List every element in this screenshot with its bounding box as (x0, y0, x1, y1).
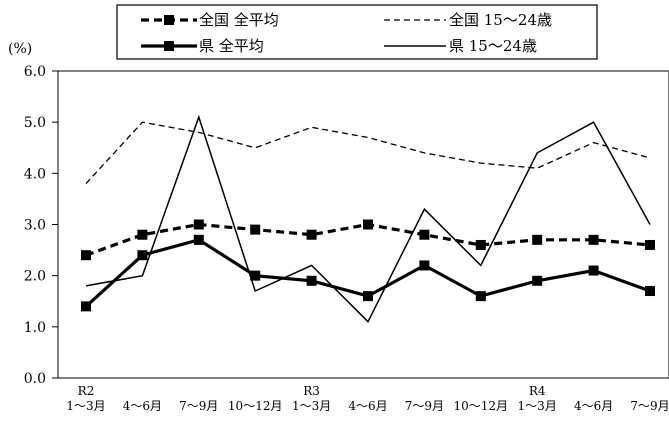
data-point-marker (588, 234, 599, 245)
legend-label: 県 全平均 (199, 37, 264, 55)
y-tick-label: 3.0 (24, 218, 46, 234)
x-year-label: R4 (529, 384, 546, 398)
y-tick-label: 0.0 (24, 371, 46, 387)
legend-label: 全国 15～24歳 (449, 11, 552, 29)
y-tick-label: 4.0 (24, 166, 46, 182)
x-category-label: 7～9月 (179, 399, 218, 413)
data-point-marker (193, 234, 204, 245)
data-point-marker (193, 219, 204, 230)
data-point-marker (137, 229, 148, 240)
x-category-label: 4～6月 (348, 399, 387, 413)
data-point-marker (419, 260, 430, 271)
data-point-marker (532, 234, 543, 245)
series-layer (81, 114, 655, 323)
series-2 (85, 121, 651, 185)
legend-label: 県 15～24歳 (449, 37, 537, 55)
data-point-marker (81, 250, 91, 261)
data-point-marker (306, 275, 317, 286)
x-year-label: R2 (78, 384, 95, 398)
data-point-marker (306, 229, 317, 240)
x-year-label: R3 (303, 384, 320, 398)
data-point-marker (250, 270, 261, 281)
data-point-marker (588, 265, 599, 276)
legend-box (116, 4, 598, 60)
x-category-label: 4～6月 (574, 399, 613, 413)
data-point-marker (363, 219, 373, 230)
y-unit-label: (%) (8, 41, 32, 57)
x-category-label: 7～9月 (405, 399, 444, 413)
data-point-marker (532, 275, 543, 286)
series-4 (85, 114, 651, 323)
x-category-label: 10～12月 (228, 399, 283, 413)
x-category-label: 7～9月 (630, 399, 669, 413)
y-tick-label: 2.0 (24, 269, 46, 285)
x-category-label: 10～12月 (454, 399, 509, 413)
y-tick-label: 1.0 (24, 320, 46, 336)
series-3 (81, 234, 655, 312)
legend-marker (164, 15, 174, 25)
data-point-marker (81, 301, 91, 312)
legend-entry: 全国 全平均 (141, 11, 279, 29)
data-point-marker (137, 250, 148, 261)
x-axis: 1～3月 4～6月 7～9月 10～12月 1～3月 4～6月 7～9月 10～12月 1～3月… (66, 384, 669, 413)
series-line (85, 121, 651, 185)
series-line (85, 114, 651, 323)
y-tick-label: 5.0 (24, 115, 46, 131)
series-1 (81, 219, 655, 261)
x-category-label: 1～3月 (292, 399, 331, 413)
legend-entry: 県 15～24歳 (384, 37, 537, 55)
x-category-label: 1～3月 (518, 399, 557, 413)
x-category-label: 1～3月 (66, 399, 105, 413)
data-point-marker (363, 291, 373, 302)
y-tick-label: 6.0 (24, 64, 46, 80)
legend-marker (164, 41, 174, 51)
legend-label: 全国 全平均 (199, 11, 279, 29)
data-point-marker (250, 224, 261, 235)
data-point-marker (645, 286, 655, 297)
data-point-marker (419, 229, 430, 240)
data-point-marker (475, 291, 486, 302)
x-category-label: 4～6月 (123, 399, 162, 413)
data-point-marker (475, 239, 486, 250)
legend-entry: 県 全平均 (141, 37, 264, 55)
legend-entry: 全国 15～24歳 (384, 11, 552, 29)
y-axis: 0.0 1.0 2.0 3.0 4.0 5.0 6.0 (24, 64, 58, 387)
data-point-marker (645, 239, 655, 250)
